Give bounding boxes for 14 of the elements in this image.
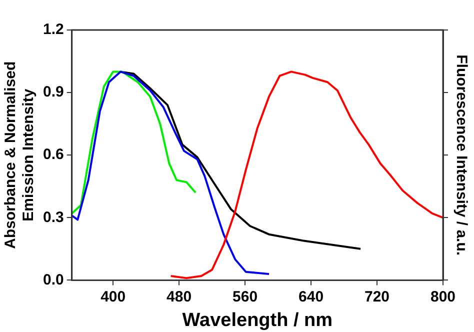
y-tick-label: 0.6 [42, 146, 64, 164]
y-tick-label: 0.9 [42, 84, 64, 101]
x-tick-label: 800 [430, 288, 456, 306]
y-tick-label: 0.3 [42, 208, 64, 226]
y-tick-label: 1.2 [42, 21, 64, 38]
y2-axis-title: Fluorescence Intensity / a.u. [452, 54, 470, 256]
x-tick-label: 480 [166, 288, 192, 306]
x-tick-label: 400 [100, 288, 126, 306]
x-tick-label: 720 [364, 288, 390, 306]
x-tick-label: 560 [232, 288, 258, 306]
y-axis-title: Absorbance & Normalised Emission Intensity [2, 61, 38, 249]
y-tick-label: 0.0 [42, 271, 64, 288]
x-tick-label: 640 [298, 288, 324, 306]
x-axis-title: Wavelength / nm [182, 310, 333, 331]
